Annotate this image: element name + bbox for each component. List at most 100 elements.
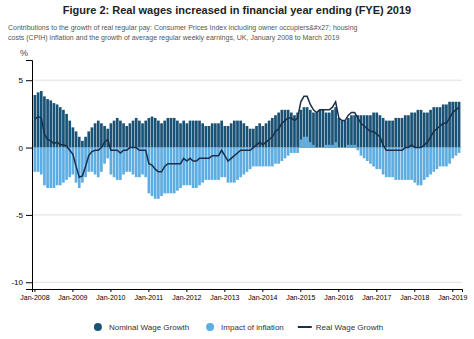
bar — [160, 123, 163, 147]
tick-mark — [300, 289, 301, 292]
bar — [214, 123, 217, 147]
tick-mark — [148, 289, 149, 292]
axis-line — [33, 290, 463, 293]
tick-mark — [338, 289, 339, 292]
bar — [179, 148, 182, 188]
bar — [157, 148, 160, 199]
bar — [129, 148, 132, 172]
bar — [303, 137, 306, 148]
bar — [341, 121, 344, 148]
bar — [258, 148, 261, 167]
bar — [227, 148, 230, 183]
bar — [56, 148, 59, 186]
bar — [37, 92, 40, 147]
bar — [312, 145, 315, 148]
bar — [448, 148, 451, 164]
bar — [366, 115, 369, 147]
bar — [113, 121, 116, 148]
bar — [242, 148, 245, 175]
bar — [59, 148, 62, 186]
bar — [391, 121, 394, 148]
bar — [211, 148, 214, 180]
bar — [170, 118, 173, 148]
bar — [331, 110, 334, 148]
tick-label: -5 — [16, 211, 24, 220]
bar — [407, 148, 410, 180]
bar — [309, 142, 312, 147]
bar — [198, 121, 201, 148]
bar — [116, 148, 119, 180]
bar — [448, 102, 451, 148]
bar — [413, 148, 416, 183]
bar — [214, 148, 217, 180]
bar — [220, 121, 223, 148]
bar — [192, 121, 195, 148]
bar — [280, 148, 283, 161]
bar — [337, 147, 340, 148]
bar — [97, 121, 100, 148]
tick-mark — [224, 289, 225, 292]
bar — [451, 148, 454, 159]
bar-series — [34, 91, 461, 148]
bar — [49, 148, 52, 188]
bar — [436, 148, 439, 170]
bar — [59, 107, 62, 147]
bar — [34, 95, 37, 148]
bar — [186, 123, 189, 147]
bar — [455, 148, 458, 156]
bar — [360, 115, 363, 147]
bar — [110, 148, 113, 175]
bar — [132, 148, 135, 175]
bar — [246, 148, 249, 172]
bar — [75, 131, 78, 147]
bar-series — [34, 137, 461, 199]
bar — [303, 107, 306, 147]
bar — [192, 148, 195, 188]
bar — [62, 110, 65, 148]
bar — [72, 148, 75, 175]
bar — [322, 147, 325, 148]
bar — [382, 148, 385, 175]
bar — [217, 123, 220, 147]
bar — [274, 148, 277, 164]
bar — [173, 148, 176, 194]
bar — [309, 110, 312, 148]
bar — [198, 148, 201, 186]
axis-line — [26, 61, 33, 290]
bar — [328, 145, 331, 148]
bar — [116, 118, 119, 148]
bar — [372, 148, 375, 167]
bar — [394, 118, 397, 148]
bar — [138, 148, 141, 178]
bar — [429, 148, 432, 175]
bar — [360, 148, 363, 156]
bar — [246, 126, 249, 148]
bar — [141, 148, 144, 175]
tick-label: Jan-2018 — [400, 294, 429, 301]
bar — [388, 121, 391, 148]
bar — [223, 126, 226, 148]
bar — [271, 148, 274, 167]
bar — [417, 110, 420, 148]
bar — [388, 148, 391, 178]
bar — [432, 148, 435, 172]
tick: Jan-2008 — [20, 289, 49, 301]
line — [35, 96, 459, 177]
bar — [268, 121, 271, 148]
bar — [458, 148, 461, 153]
bar — [65, 148, 68, 180]
bar — [410, 113, 413, 148]
bar — [94, 123, 97, 147]
tick: Jan-2017 — [362, 289, 391, 301]
tick: 0 — [19, 144, 32, 153]
bar — [100, 148, 103, 172]
bar — [293, 148, 296, 153]
bar — [252, 148, 255, 167]
bar — [356, 148, 359, 151]
bar — [379, 148, 382, 170]
bar — [37, 148, 40, 172]
bar — [208, 148, 211, 180]
bar — [306, 137, 309, 148]
legend-swatch — [206, 323, 214, 331]
bar — [56, 104, 59, 147]
